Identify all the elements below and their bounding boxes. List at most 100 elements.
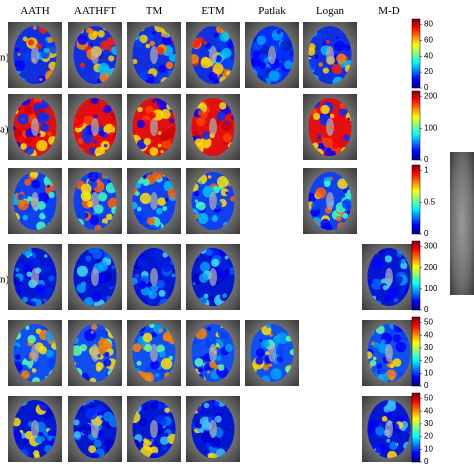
map-blob (225, 191, 229, 195)
column-header: AATH (20, 5, 49, 17)
map-blob (224, 255, 229, 260)
map-blob (276, 356, 283, 363)
map-blob (20, 432, 27, 439)
map-overlay (73, 399, 117, 459)
map-blob (160, 358, 173, 370)
map-blob (42, 298, 47, 303)
map-blob (316, 32, 323, 39)
map-blob (103, 105, 112, 114)
map-blob (337, 114, 347, 123)
map-blob (400, 258, 406, 264)
map-blob (347, 117, 351, 121)
map-blob (203, 293, 209, 299)
map-blob (308, 43, 316, 51)
map-blob (93, 114, 98, 119)
map-blob (196, 117, 206, 127)
map-blob (171, 273, 176, 278)
row-label: n) (0, 274, 10, 286)
kidney-center (385, 420, 393, 438)
map-blob (157, 131, 162, 136)
map-blob (132, 343, 142, 353)
map-blob (79, 62, 86, 68)
row-label: n) (0, 52, 10, 64)
map-blob (318, 62, 323, 67)
colorbar-tick-label: 300 (424, 242, 438, 251)
partial-scan-image (450, 152, 474, 295)
map-blob (268, 70, 280, 82)
map-blob (147, 224, 158, 231)
map-blob (158, 182, 163, 187)
map-blob (34, 435, 43, 444)
colorbar-tick-label: 50 (424, 318, 433, 327)
map-blob (97, 260, 108, 272)
map-blob (21, 439, 28, 445)
map-blob (17, 52, 21, 56)
colorbar-tick-label: 10 (424, 444, 433, 453)
map-blob (330, 138, 341, 150)
map-blob (139, 34, 148, 44)
map-blob (36, 112, 48, 124)
map-blob (404, 268, 409, 272)
kidney-center (385, 268, 393, 286)
map-blob (388, 287, 399, 298)
map-blob (399, 286, 406, 294)
map-blob (88, 402, 95, 409)
column-header: Logan (316, 5, 345, 17)
map-image (186, 22, 240, 88)
map-blob (367, 351, 373, 359)
map-blob (35, 294, 41, 300)
map-blob (103, 143, 108, 148)
map-blob (196, 201, 206, 211)
kidney-center (209, 118, 217, 136)
map-blob (207, 452, 217, 459)
map-image (68, 94, 122, 160)
map-image (127, 22, 181, 88)
map-image (303, 22, 357, 88)
map-blob (143, 405, 148, 411)
map-blob (192, 130, 198, 137)
map-image (8, 168, 62, 234)
map-blob (46, 357, 57, 369)
map-image (186, 244, 240, 310)
map-blob (212, 63, 224, 75)
map-blob (338, 107, 348, 117)
map-blob (43, 206, 55, 218)
map-blob (156, 280, 165, 289)
map-image (127, 94, 181, 160)
map-blob (89, 377, 97, 383)
map-blob (219, 261, 229, 271)
map-blob (209, 436, 221, 448)
map-blob (250, 59, 258, 67)
colorbar-tick-label: 0 (424, 457, 429, 466)
map-blob (393, 297, 399, 303)
colorbar-tick-label: 60 (424, 35, 433, 44)
map-blob (160, 260, 173, 272)
map-blob (80, 190, 92, 202)
map-blob (369, 359, 377, 367)
map-blob (92, 453, 100, 459)
map-blob (213, 401, 220, 407)
map-blob (89, 214, 100, 225)
map-blob (323, 180, 331, 188)
map-blob (162, 252, 168, 258)
map-blob (252, 49, 261, 58)
map-blob (146, 367, 151, 371)
map-blob (94, 224, 103, 231)
map-blob (91, 97, 99, 105)
map-blob (142, 332, 153, 343)
map-blob (13, 60, 26, 72)
map-blob (136, 212, 147, 223)
map-image (127, 244, 181, 310)
colorbar-tick-label: 10 (424, 368, 433, 377)
map-blob (15, 267, 20, 272)
map-blob (224, 343, 233, 352)
map-blob (165, 61, 174, 70)
map-blob (154, 372, 160, 378)
column-header: AATHFT (74, 5, 116, 17)
map-blob (384, 294, 392, 303)
map-blob (197, 367, 204, 373)
map-blob (30, 257, 41, 268)
map-blob (213, 32, 219, 38)
map-image (245, 320, 299, 386)
map-blob (320, 218, 331, 229)
